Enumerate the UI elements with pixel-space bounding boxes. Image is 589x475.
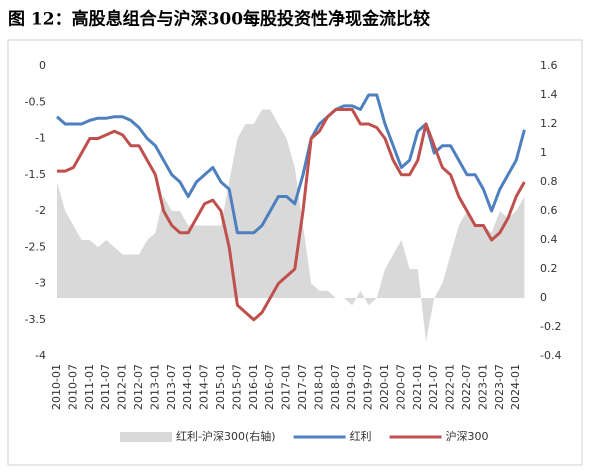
y2-tick-label: -0.2	[540, 320, 561, 333]
x-tick-label: 2020-07	[394, 364, 407, 410]
legend-label: 沪深300	[446, 429, 489, 443]
legend-swatch	[120, 432, 172, 442]
y2-tick-label: 0.6	[540, 204, 558, 217]
x-tick-label: 2013-07	[165, 364, 178, 410]
x-tick-label: 2010-07	[66, 364, 79, 410]
x-tick-label: 2019-07	[362, 364, 375, 410]
x-tick-label: 2016-07	[263, 364, 276, 410]
x-tick-label: 2011-01	[83, 364, 96, 410]
y2-tick-label: 0.2	[540, 262, 558, 275]
x-tick-label: 2022-01	[444, 364, 457, 410]
y2-tick-label: 1	[540, 146, 547, 159]
x-tick-label: 2012-07	[132, 364, 145, 410]
x-tick-label: 2024-01	[509, 364, 522, 410]
x-tick-label: 2020-01	[378, 364, 391, 410]
x-tick-label: 2023-07	[493, 364, 506, 410]
y-tick-label: -2	[35, 204, 46, 217]
line	[57, 108, 526, 322]
x-tick-label: 2015-01	[214, 364, 227, 410]
legend-label: 红利	[350, 430, 372, 443]
x-tick-label: 2022-07	[460, 364, 473, 410]
legend-label: 红利-沪深300(右轴)	[176, 429, 276, 443]
x-tick-label: 2016-01	[247, 364, 260, 410]
y2-tick-label: 0	[540, 291, 547, 304]
x-tick-label: 2013-01	[148, 364, 161, 410]
y-tick-label: -1	[35, 132, 46, 145]
line	[56, 93, 526, 235]
x-tick-label: 2014-01	[181, 364, 194, 410]
y-tick-label: -3.5	[25, 313, 46, 326]
y2-tick-label: 0.8	[540, 175, 558, 188]
x-tick-label: 2023-01	[476, 364, 489, 410]
x-tick-label: 2015-07	[230, 364, 243, 410]
x-tick-label: 2014-07	[198, 364, 211, 410]
y-tick-label: -2.5	[25, 240, 46, 253]
x-tick-label: 2021-01	[411, 364, 424, 410]
y-tick-label: -4	[35, 349, 46, 362]
y2-tick-label: 1.4	[540, 88, 558, 101]
y2-tick-label: -0.4	[540, 349, 561, 362]
y-tick-label: -0.5	[25, 95, 46, 108]
x-tick-label: 2017-07	[296, 364, 309, 410]
y-tick-label: -1.5	[25, 168, 46, 181]
x-tick-label: 2010-01	[50, 364, 63, 410]
area	[57, 109, 525, 342]
y2-tick-label: 1.6	[540, 59, 558, 72]
x-tick-label: 2021-07	[427, 364, 440, 410]
chart-title: 图 12：高股息组合与沪深300每股投资性净现金流比较	[8, 9, 430, 30]
x-tick-label: 2012-01	[116, 364, 129, 410]
chart-frame	[7, 39, 583, 466]
y2-tick-label: 1.2	[540, 117, 558, 130]
x-tick-label: 2019-01	[345, 364, 358, 410]
x-tick-label: 2018-01	[312, 364, 325, 410]
y2-tick-label: 0.4	[540, 233, 558, 246]
x-tick-label: 2011-07	[99, 364, 112, 410]
y-tick-label: -3	[35, 277, 46, 290]
y-tick-label: 0	[39, 59, 46, 72]
x-tick-label: 2018-07	[329, 364, 342, 410]
x-tick-label: 2017-01	[280, 364, 293, 410]
